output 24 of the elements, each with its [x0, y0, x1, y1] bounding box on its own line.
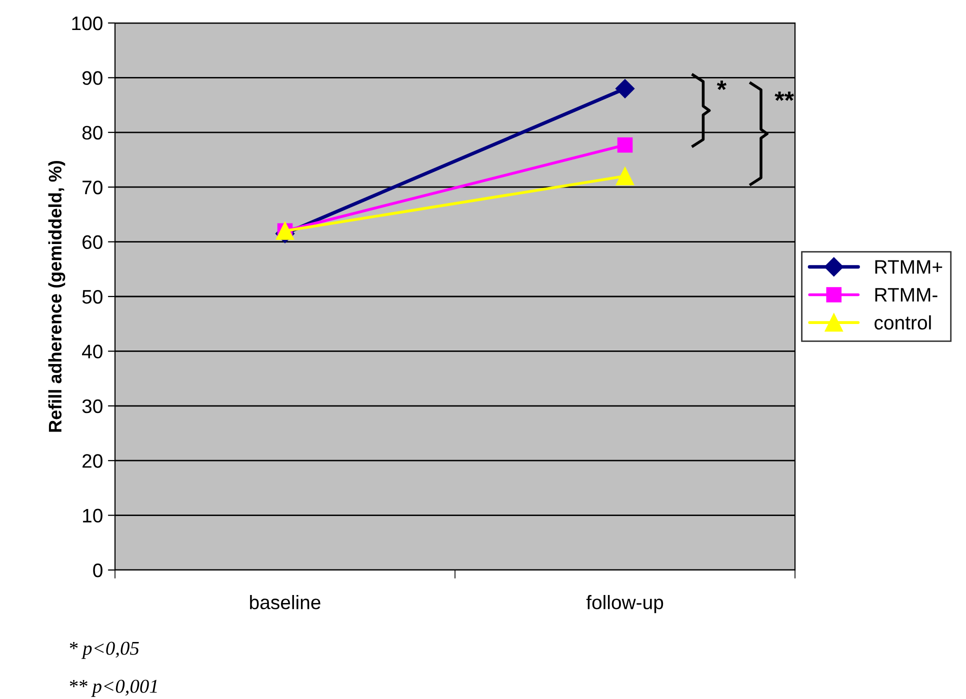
x-tick-label: baseline	[250, 595, 320, 610]
annotation: **	[774, 92, 794, 101]
point	[617, 137, 633, 153]
y-tick-label: 80	[82, 126, 102, 140]
y-tick-label: 40	[82, 344, 102, 358]
y-tick-label: 0	[93, 563, 102, 578]
y-tick-label: 70	[82, 180, 102, 194]
y-tick-label: 90	[82, 71, 102, 85]
y-tick-label: 50	[82, 290, 102, 304]
legend-label: RTMM+	[875, 260, 942, 274]
y-tick-label: 60	[82, 235, 102, 250]
text: ** p<0,001	[70, 680, 157, 697]
point	[615, 79, 635, 98]
y-axis-title: Refill adherence (gemiddeld, %)	[48, 160, 66, 432]
y-tick-label: 30	[82, 399, 102, 414]
x-tick-label: follow-up	[586, 595, 664, 614]
y-tick-label: 100	[72, 16, 102, 30]
legend-label: control	[874, 315, 931, 330]
annotation: *	[716, 80, 727, 90]
y-tick-label: 20	[82, 454, 102, 468]
text: * p<0,05	[70, 642, 139, 659]
y-tick-label: 10	[83, 508, 102, 523]
point	[616, 167, 634, 186]
legend-label: RTMM-	[875, 288, 938, 302]
